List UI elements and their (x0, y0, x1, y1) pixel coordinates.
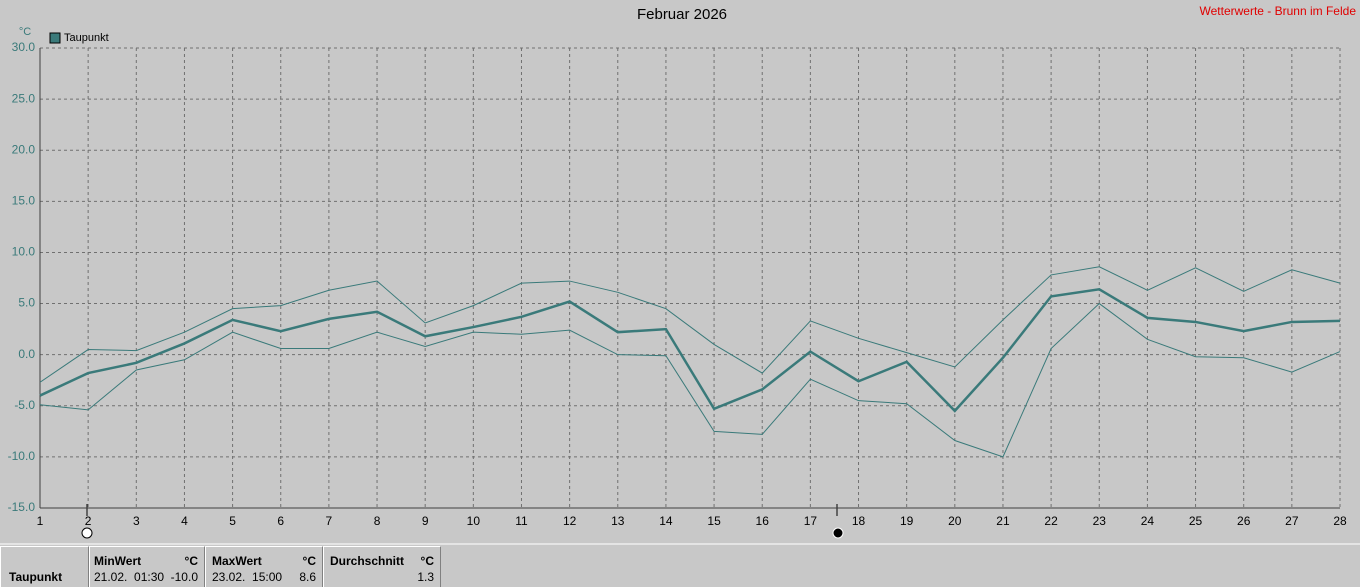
row-label: Taupunkt (9, 570, 63, 584)
y-tick-label: -5.0 (14, 398, 35, 412)
x-tick-label: 15 (707, 514, 721, 528)
max-label: MaxWert (212, 554, 262, 568)
y-unit: °C (19, 26, 31, 38)
avg-cell: Durchschnitt °C 1.3 (323, 546, 441, 587)
y-tick-label: 30.0 (12, 40, 36, 54)
line-series (39, 287, 1341, 413)
x-tick-label: 23 (1093, 514, 1107, 528)
stats-row-label: Taupunkt (0, 546, 89, 587)
x-tick-label: 20 (948, 514, 962, 528)
legend-swatch (49, 32, 61, 44)
max-cell: MaxWert °C 23.02. 15:00 8.6 (205, 546, 323, 587)
x-tick-label: 10 (467, 514, 481, 528)
min-value: -10.0 (170, 570, 198, 584)
new-moon (832, 527, 844, 539)
y-tick-label: 20.0 (12, 142, 36, 156)
x-tick-label: 17 (804, 514, 818, 528)
x-tick-label: 4 (181, 514, 188, 528)
x-tick-label: 21 (996, 514, 1010, 528)
min-time: 21.02. 01:30 (94, 570, 165, 584)
x-tick-label: 13 (611, 514, 625, 528)
x-tick-label: 8 (374, 514, 381, 528)
y-tick-label: 25.0 (12, 91, 36, 105)
x-tick-label: 11 (515, 514, 528, 528)
y-tick-label: -15.0 (8, 500, 36, 514)
max-unit: °C (302, 554, 316, 568)
x-tick-label: 22 (1044, 514, 1058, 528)
y-tick-label: -10.0 (8, 449, 36, 463)
chart: Februar 2026 Wetterwerte - Brunn im Feld… (0, 4, 1360, 545)
min-cell: MinWert °C 21.02. 01:30 -10.0 (89, 546, 205, 587)
line-series (39, 266, 1341, 383)
avg-label: Durchschnitt (330, 554, 405, 568)
x-tick-label: 14 (659, 514, 673, 528)
source: Wetterwerte - Brunn im Felde (1200, 4, 1357, 18)
avg-value: 1.3 (417, 570, 434, 584)
x-tick-label: 6 (277, 514, 284, 528)
x-tick-label: 5 (229, 514, 236, 528)
avg-unit: °C (420, 554, 434, 568)
min-unit: °C (184, 554, 198, 568)
y-tick-label: 10.0 (12, 245, 36, 259)
x-tick-label: 24 (1141, 514, 1155, 528)
x-tick-label: 19 (900, 514, 914, 528)
max-value: 8.6 (299, 570, 316, 584)
full-moon (81, 527, 93, 539)
x-tick-label: 18 (852, 514, 866, 528)
x-tick-label: 9 (422, 514, 429, 528)
x-tick-label: 3 (133, 514, 140, 528)
x-tick-label: 16 (756, 514, 770, 528)
x-tick-label: 12 (563, 514, 577, 528)
chart-title: Februar 2026 (637, 6, 727, 23)
line-series (39, 302, 1341, 458)
y-tick-label: 5.0 (18, 296, 35, 310)
min-label: MinWert (94, 554, 142, 568)
y-tick-label: 0.0 (18, 347, 35, 361)
x-tick-label: 25 (1189, 514, 1203, 528)
x-tick-label: 1 (37, 514, 44, 528)
x-tick-label: 7 (326, 514, 333, 528)
x-tick-label: 26 (1237, 514, 1251, 528)
legend-label: Taupunkt (64, 32, 109, 44)
max-time: 23.02. 15:00 (212, 570, 283, 584)
x-tick-label: 27 (1285, 514, 1299, 528)
y-tick-label: 15.0 (12, 194, 36, 208)
x-tick-label: 2 (85, 514, 92, 528)
x-tick-label: 28 (1333, 514, 1347, 528)
